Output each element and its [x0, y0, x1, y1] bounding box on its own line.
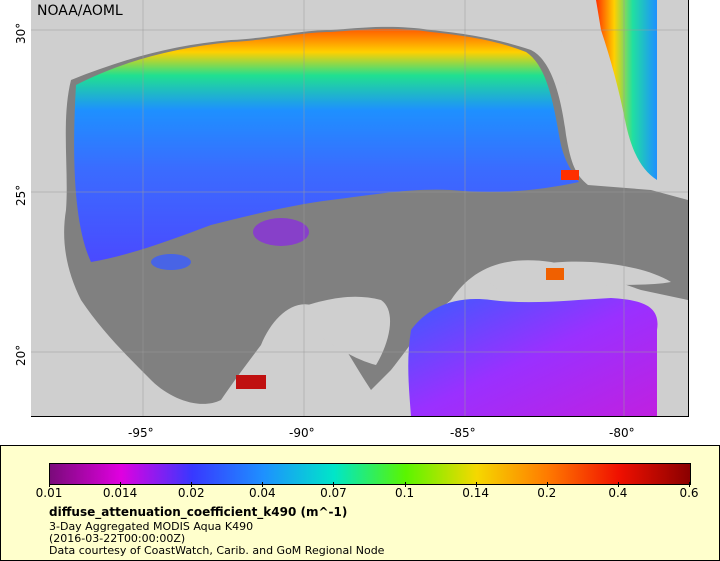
high-k490-patch — [546, 268, 564, 280]
colorbar-tick-label: 0.01 — [35, 486, 63, 500]
colorbar-tick-label: 0.07 — [320, 486, 347, 500]
lon-label: -90° — [289, 426, 315, 440]
colorbar-tick-mark — [262, 482, 264, 487]
colorbar-tick-label: 0.6 — [679, 486, 699, 500]
colorbar — [49, 463, 691, 485]
legend-date: (2016-03-22T00:00:00Z) — [49, 532, 186, 545]
colorbar-tick-mark — [333, 482, 335, 487]
caribbean-data-coverage — [408, 298, 658, 416]
gulf-data-coverage — [74, 28, 579, 262]
colorbar-tick-mark — [49, 482, 50, 487]
high-k490-patch — [236, 375, 266, 389]
colorbar-tick-label: 0.014 — [102, 486, 138, 500]
map-canvas — [31, 0, 688, 416]
legend-courtesy: Data courtesy of CoastWatch, Carib. and … — [49, 544, 385, 557]
colorbar-tick-mark — [546, 482, 548, 487]
atlantic-data-coverage — [596, 0, 657, 180]
florida-peninsula — [561, 40, 627, 170]
colorbar-tick-mark — [689, 482, 690, 487]
graticule — [31, 0, 688, 416]
lat-label: 25° — [14, 184, 28, 206]
data-credit: NOAA/AOML — [37, 3, 123, 19]
legend-product: 3-Day Aggregated MODIS Aqua K490 — [49, 520, 254, 533]
high-k490-patch — [561, 170, 579, 180]
colorbar-tick-mark — [404, 482, 406, 487]
colorbar-tick-mark — [617, 482, 619, 487]
low-k490-patch — [253, 218, 309, 246]
lat-label: 20° — [14, 344, 28, 366]
colorbar-tick-mark — [120, 482, 122, 487]
yucatan-peninsula — [293, 296, 391, 365]
colorbar-tick-label: 0.14 — [462, 486, 490, 500]
map-area: NOAA/AOML — [31, 0, 689, 417]
lat-label: 30° — [14, 22, 28, 44]
cuba-island — [489, 261, 671, 292]
lon-label: -80° — [609, 426, 635, 440]
colorbar-tick-label: 0.02 — [177, 486, 205, 500]
colorbar-tick-label: 0.4 — [608, 486, 628, 500]
colorbar-tick-label: 0.04 — [248, 486, 276, 500]
colorbar-tick-label: 0.1 — [395, 486, 415, 500]
colorbar-tick-label: 0.2 — [537, 486, 557, 500]
legend-variable: diffuse_attenuation_coefficient_k490 (m^… — [49, 505, 348, 519]
lon-label: -85° — [450, 426, 476, 440]
colorbar-tick-mark — [475, 482, 477, 487]
legend-panel: diffuse_attenuation_coefficient_k490 (m^… — [0, 445, 720, 561]
colorbar-tick-mark — [191, 482, 193, 487]
data-patch — [151, 254, 191, 270]
lon-label: -95° — [128, 426, 154, 440]
